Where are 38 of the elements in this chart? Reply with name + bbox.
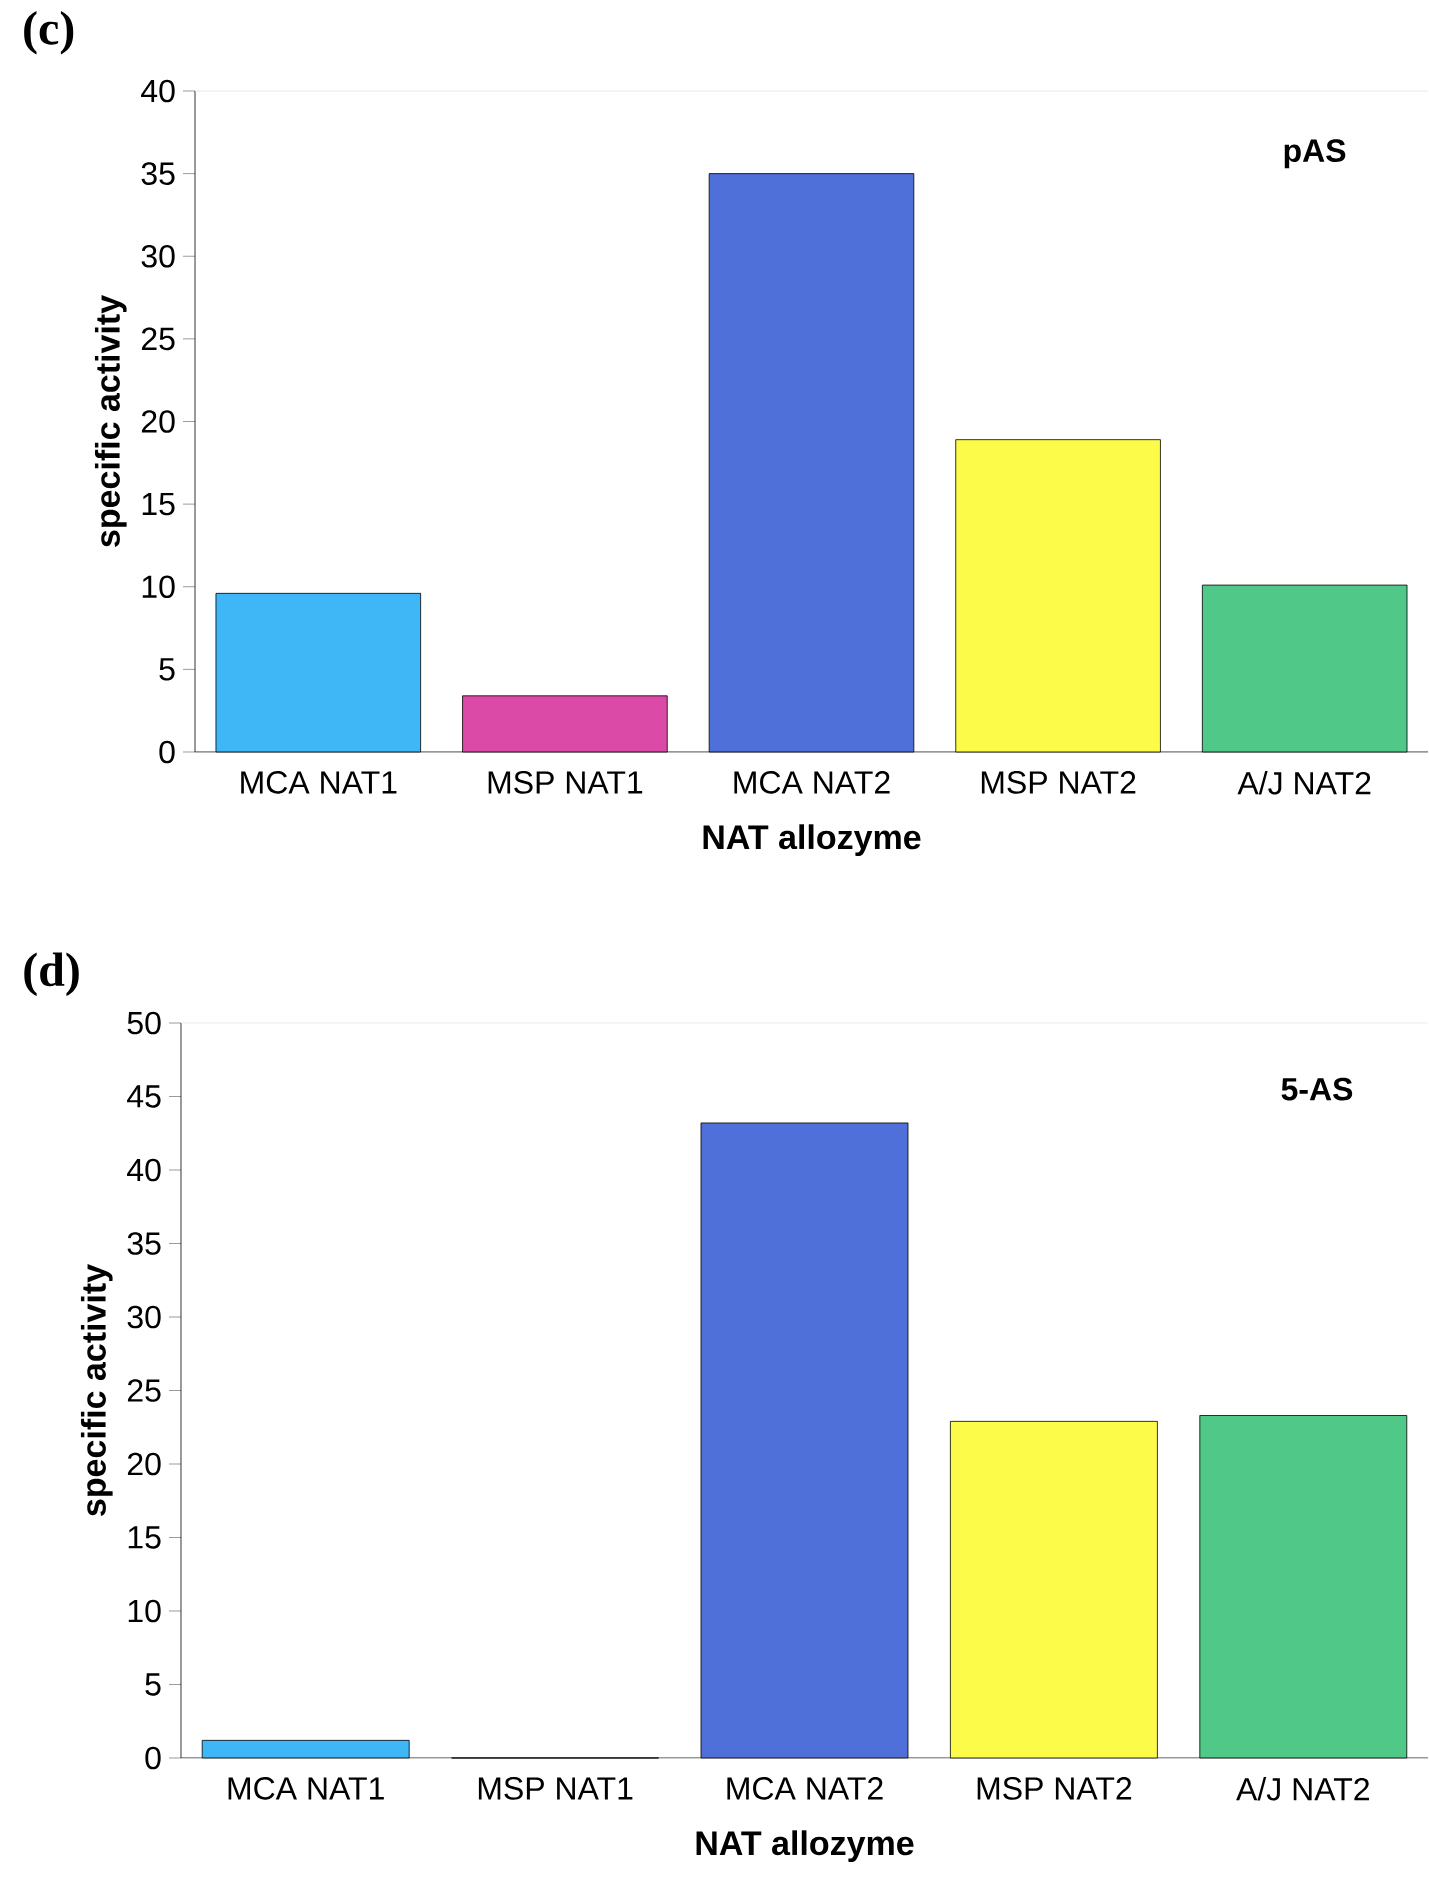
y-tick-label: 30 (141, 244, 175, 268)
y-tick-label: 5 (159, 658, 175, 681)
y-axis-title: specific activity (94, 295, 127, 547)
x-tick-label: MCA NAT2 (734, 771, 890, 794)
x-tick-label: MCA NAT1 (228, 1777, 384, 1800)
annotation: pAS (1284, 139, 1346, 169)
y-tick-label: 20 (127, 1452, 161, 1476)
y-tick-label: 30 (127, 1305, 161, 1329)
y-tick-label: 25 (127, 1379, 161, 1402)
y-tick-label: 20 (141, 410, 175, 433)
y-tick-label: 35 (127, 1232, 161, 1255)
y-tick-label: 50 (127, 1011, 161, 1035)
y-tick-label: 5 (145, 1673, 161, 1696)
x-axis-title: NAT allozyme (696, 1830, 914, 1862)
x-tick-label: MSP NAT2 (981, 771, 1136, 794)
annotation: 5-AS (1281, 1077, 1353, 1101)
y-tick-label: 0 (159, 740, 175, 764)
y-tick-label: 10 (142, 575, 175, 599)
x-tick-label: A/J NAT2 (1236, 1777, 1369, 1801)
y-axis-title: specific activity (80, 1264, 113, 1516)
y-tick-label: 35 (141, 162, 175, 185)
x-axis-title: NAT allozyme (703, 824, 921, 856)
y-tick-label: 45 (127, 1085, 161, 1108)
x-tick-label: MCA NAT1 (241, 771, 397, 794)
y-tick-label: 10 (128, 1599, 161, 1623)
y-tick-label: 40 (127, 1158, 161, 1182)
x-tick-label: MSP NAT2 (977, 1777, 1132, 1800)
y-tick-label: 40 (141, 79, 175, 103)
y-tick-label: 0 (145, 1746, 161, 1770)
x-tick-label: MCA NAT2 (727, 1777, 883, 1800)
chart-title: (d) (24, 952, 79, 997)
y-tick-label: 25 (141, 327, 175, 351)
chart-title: (c) (24, 10, 74, 55)
y-tick-label: 15 (142, 492, 175, 516)
x-tick-label: A/J NAT2 (1237, 771, 1371, 795)
x-tick-label: MSP NAT1 (478, 1777, 633, 1800)
x-tick-label: MSP NAT1 (488, 771, 643, 794)
y-tick-label: 15 (128, 1526, 161, 1549)
